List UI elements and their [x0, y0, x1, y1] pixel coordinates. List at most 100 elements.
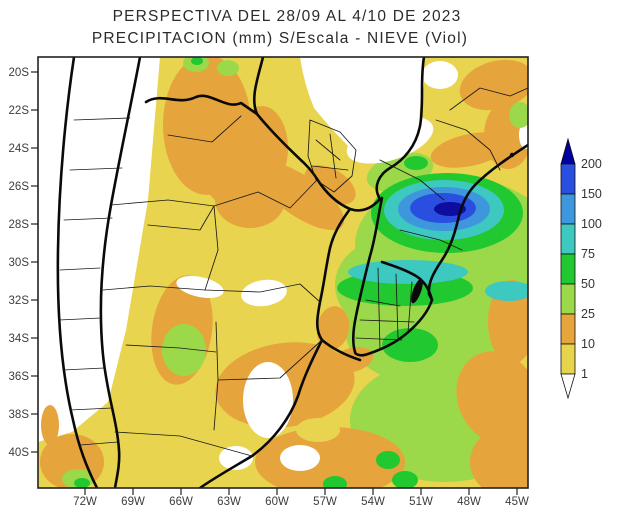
- map-frame: [37, 56, 529, 489]
- lon-label: 72W: [73, 496, 97, 508]
- contour-blob: [456, 351, 528, 445]
- legend-arrow-above-max: [560, 137, 576, 165]
- legend-value: 200: [581, 157, 602, 171]
- contour-blob: [304, 165, 356, 205]
- province-line: [125, 344, 217, 353]
- province-line: [213, 179, 318, 209]
- province-line: [114, 431, 253, 457]
- province-line: [355, 267, 415, 351]
- contour-blob: [280, 445, 320, 471]
- border-atlantic-coast-argentina: [198, 338, 324, 488]
- border-paraguay-brazil-east: [375, 57, 426, 201]
- map-title-line2: PRECIPITACION (mm) S/Escala - NIEVE (Vio…: [92, 30, 468, 47]
- contour-blob: [392, 471, 418, 488]
- lon-label: 63W: [217, 496, 241, 508]
- province-line: [217, 339, 323, 381]
- province-borders: [58, 87, 528, 457]
- lon-label: 60W: [265, 496, 289, 508]
- province-line: [79, 441, 119, 446]
- province-line: [58, 317, 102, 321]
- contour-blob: [296, 418, 340, 442]
- province-line: [307, 119, 357, 193]
- contour-blob: [176, 276, 224, 298]
- province-line: [435, 119, 501, 171]
- map-title-line1: PERSPECTIVA DEL 28/09 AL 4/10 DE 2023: [113, 8, 462, 25]
- lat-label: 34S: [9, 333, 30, 345]
- province-line: [59, 267, 101, 271]
- province-line: [73, 117, 131, 121]
- contour-blob: [243, 362, 293, 438]
- province-line: [110, 199, 215, 207]
- map-field: [38, 57, 528, 488]
- contour-blob: [162, 324, 206, 376]
- legend-band: [560, 283, 576, 315]
- contour-blob: [488, 280, 528, 364]
- contour-group-blue-core: [398, 187, 490, 231]
- legend-value: 25: [581, 307, 595, 321]
- border-chile-coast: [56, 57, 99, 488]
- border-argentina-brazil-uruguay-river: [351, 196, 384, 354]
- legend-value: 10: [581, 337, 595, 351]
- coastal-island-dot: [509, 152, 515, 158]
- province-line: [147, 205, 215, 231]
- border-parana-river-lower: [315, 207, 352, 342]
- lat-label: 26S: [9, 181, 30, 193]
- contour-blob: [459, 59, 528, 111]
- legend-band: [560, 163, 576, 195]
- contour-blob: [509, 102, 528, 128]
- border-andes-chile-argentina: [99, 57, 142, 488]
- province-line: [102, 285, 206, 291]
- legend-band: [560, 193, 576, 225]
- lat-label: 24S: [9, 143, 30, 155]
- legend-value: 50: [581, 277, 595, 291]
- legend-band: [560, 223, 576, 255]
- contour-blob: [219, 446, 253, 470]
- country-borders: [56, 57, 528, 488]
- contour-blob: [485, 281, 528, 301]
- contour-blob: [470, 427, 528, 488]
- legend-value: 150: [581, 187, 602, 201]
- contour-blob: [430, 132, 510, 168]
- border-argentina-bolivia: [144, 94, 259, 116]
- lat-label: 22S: [9, 105, 30, 117]
- lat-label: 30S: [9, 257, 30, 269]
- province-line: [63, 217, 113, 221]
- coastal-lagoon: [411, 278, 423, 304]
- contour-blob: [241, 279, 287, 307]
- lat-label: 36S: [9, 371, 30, 383]
- lon-label: 57W: [313, 496, 337, 508]
- contour-blob: [316, 306, 350, 350]
- contour-blob: [519, 121, 528, 149]
- legend-band: [560, 253, 576, 285]
- legend-band: [560, 343, 576, 375]
- legend-band: [560, 313, 576, 345]
- legend-arrow-below-min: [560, 373, 576, 400]
- lon-label: 69W: [121, 496, 145, 508]
- border-rio-de-la-plata-north: [320, 338, 362, 362]
- legend-value: 100: [581, 217, 602, 231]
- longitude-axis: 72W 69W 66W 63W 60W 57W 54W 51W 48W 45W: [73, 488, 529, 508]
- legend-value: 1: [581, 367, 588, 381]
- lat-label: 32S: [9, 295, 30, 307]
- border-uruguay-outline: [353, 260, 434, 357]
- lon-label: 45W: [505, 496, 529, 508]
- contour-group-dry-white: [176, 57, 528, 471]
- legend-value: 75: [581, 247, 595, 261]
- lon-label: 51W: [409, 496, 433, 508]
- lat-label: 28S: [9, 219, 30, 231]
- contour-blob: [74, 478, 90, 488]
- province-line: [449, 87, 528, 111]
- contour-blob: [255, 161, 345, 231]
- province-line: [204, 283, 321, 303]
- province-line: [69, 167, 123, 171]
- province-line: [69, 407, 113, 411]
- contour-blob: [422, 61, 458, 89]
- province-line: [379, 159, 445, 201]
- border-brazil-coast: [427, 143, 528, 302]
- province-line: [167, 115, 242, 143]
- lon-label: 66W: [169, 496, 193, 508]
- contour-blob: [191, 57, 203, 65]
- lat-label: 20S: [9, 67, 30, 79]
